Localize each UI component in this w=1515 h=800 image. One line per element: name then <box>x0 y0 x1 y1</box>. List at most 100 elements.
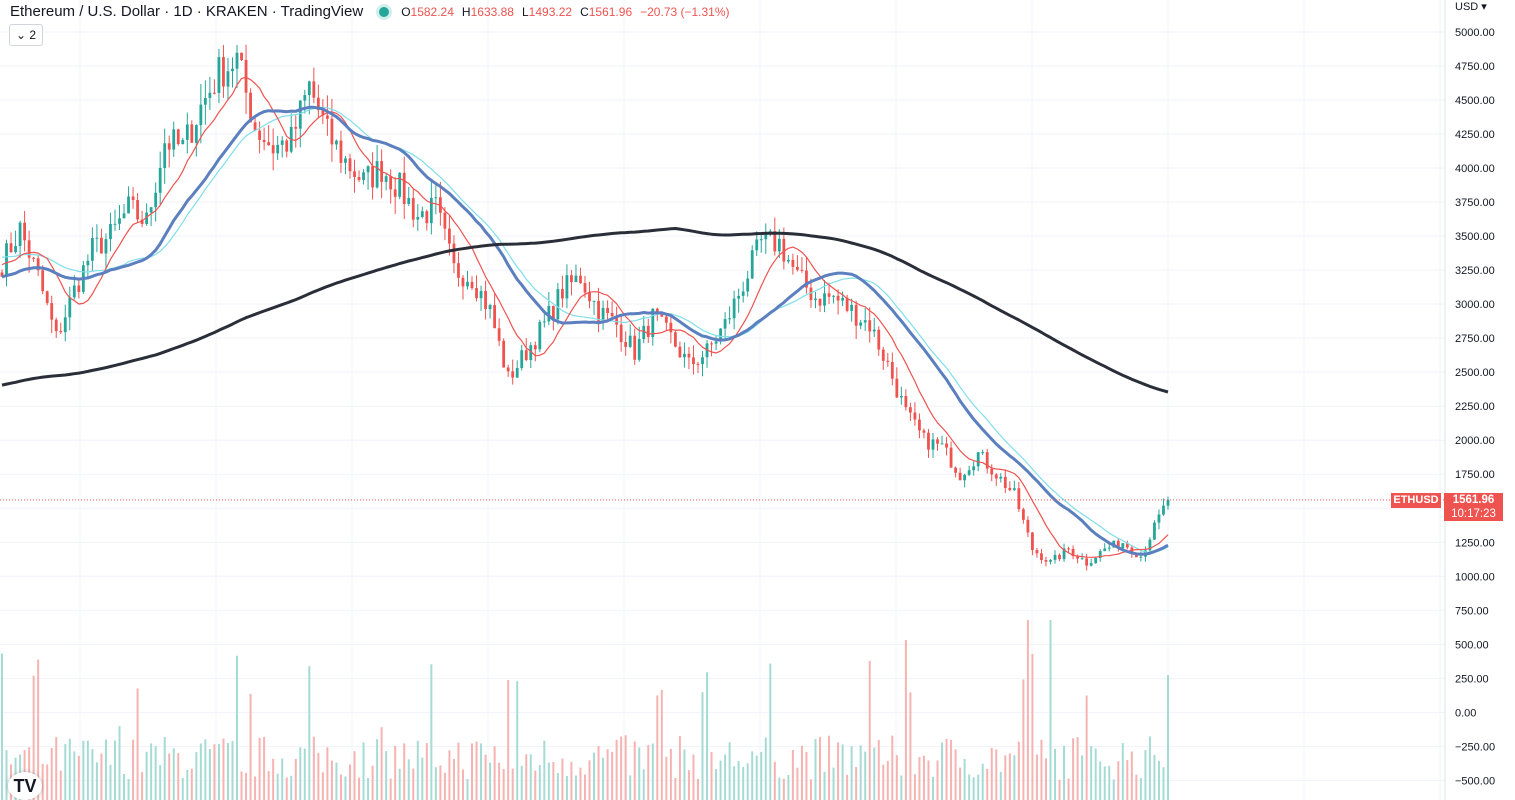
candle-body <box>1044 559 1048 562</box>
volume-bar <box>1022 679 1025 800</box>
volume-bar <box>1108 765 1111 800</box>
candle-body <box>470 281 474 289</box>
ohlc-high: H1633.88 <box>461 5 514 19</box>
candle-body <box>832 295 835 297</box>
candle-body <box>805 270 808 288</box>
volume-bar <box>321 772 324 800</box>
volume-bar <box>358 777 361 800</box>
volume-bar <box>945 738 948 800</box>
volume-bar <box>529 754 532 800</box>
volume-bar <box>1049 620 1052 800</box>
candle-body <box>217 57 221 93</box>
candle-body <box>95 237 99 239</box>
candle-body <box>624 342 628 347</box>
volume-bar <box>32 675 35 800</box>
volume-bar <box>665 756 668 800</box>
volume-bar <box>737 760 740 800</box>
candle-body <box>100 237 103 254</box>
volume-bar <box>981 763 984 800</box>
candle-body <box>796 266 799 270</box>
volume-bar <box>493 746 496 800</box>
candle-body <box>881 349 885 361</box>
volume-bar <box>941 742 944 800</box>
candle-body <box>628 335 632 347</box>
candle-body <box>344 158 347 163</box>
candle-body <box>940 443 944 445</box>
volume-bar <box>606 749 609 800</box>
volume-bar <box>778 777 781 800</box>
candle-body <box>1089 563 1093 566</box>
candle-body <box>86 260 90 266</box>
volume-bar <box>574 775 577 800</box>
candle-body <box>687 353 691 358</box>
candle-body <box>904 395 908 408</box>
candle-body <box>633 335 637 360</box>
candle-body <box>167 143 171 150</box>
volume-bar <box>837 742 840 800</box>
candle-body <box>990 468 994 475</box>
candle-body <box>127 196 130 214</box>
candle-body <box>1058 554 1061 560</box>
volume-bar <box>819 737 822 800</box>
candle-body <box>1116 540 1120 549</box>
volume-bar <box>728 742 731 800</box>
candle-body <box>759 239 763 241</box>
candle-body <box>298 100 302 129</box>
volume-bar <box>118 726 121 800</box>
volume-bar <box>791 750 794 800</box>
candle-body <box>402 172 406 204</box>
volume-bar <box>263 736 266 800</box>
volume-bar <box>828 735 831 800</box>
volume-bar <box>308 666 311 800</box>
volume-bar <box>651 743 654 800</box>
currency-selector[interactable]: USD ▾ <box>1455 1 1487 13</box>
volume-bar <box>150 743 153 800</box>
volume-bar <box>294 758 297 800</box>
candle-body <box>696 364 700 366</box>
volume-bar <box>217 743 220 800</box>
market-status-icon <box>379 7 390 17</box>
candle-body <box>899 395 903 398</box>
candle-body <box>45 291 49 304</box>
candle-body <box>118 218 121 224</box>
candle-body <box>32 257 36 259</box>
volume-bar <box>73 751 76 800</box>
volume-bar <box>841 744 844 800</box>
candle-body <box>755 239 759 251</box>
volume-bar <box>963 759 966 800</box>
volume-bar <box>760 751 763 800</box>
volume-bar <box>692 754 695 800</box>
candle-body <box>36 258 40 271</box>
y-tick-label: 2250.00 <box>1455 401 1495 413</box>
volume-bar <box>687 770 690 800</box>
volume-bar <box>678 735 681 800</box>
volume-bar <box>674 777 677 800</box>
chevron-down-icon: ⌄ <box>16 28 27 42</box>
volume-bar <box>733 766 736 800</box>
volume-bar <box>1 653 3 800</box>
volume-bar <box>484 754 487 800</box>
volume-bar <box>715 769 718 800</box>
volume-bar <box>1031 653 1034 800</box>
candle-body <box>190 124 194 143</box>
volume-bar <box>1117 761 1120 800</box>
volume-bar <box>669 748 672 800</box>
volume-bar <box>276 773 279 800</box>
candle-body <box>27 240 31 258</box>
candle-body <box>719 328 722 342</box>
indicators-toggle-button[interactable]: ⌄ 2 <box>9 24 44 46</box>
volume-bar <box>796 767 799 800</box>
candle-body <box>1003 476 1007 488</box>
ma-fast-line <box>1 76 1169 558</box>
tradingview-logo[interactable]: TV <box>8 772 42 800</box>
volume-bar <box>1017 741 1020 800</box>
volume-bar <box>1148 736 1151 800</box>
symbol-title[interactable]: Ethereum / U.S. Dollar · 1D · KRAKEN · T… <box>10 3 364 20</box>
volume-bar <box>68 738 71 800</box>
volume-bar <box>439 765 442 800</box>
volume-bar <box>1044 758 1047 800</box>
candle-body <box>542 321 546 323</box>
y-tick-label: 4000.00 <box>1455 163 1495 175</box>
volume-bar <box>1135 774 1138 800</box>
